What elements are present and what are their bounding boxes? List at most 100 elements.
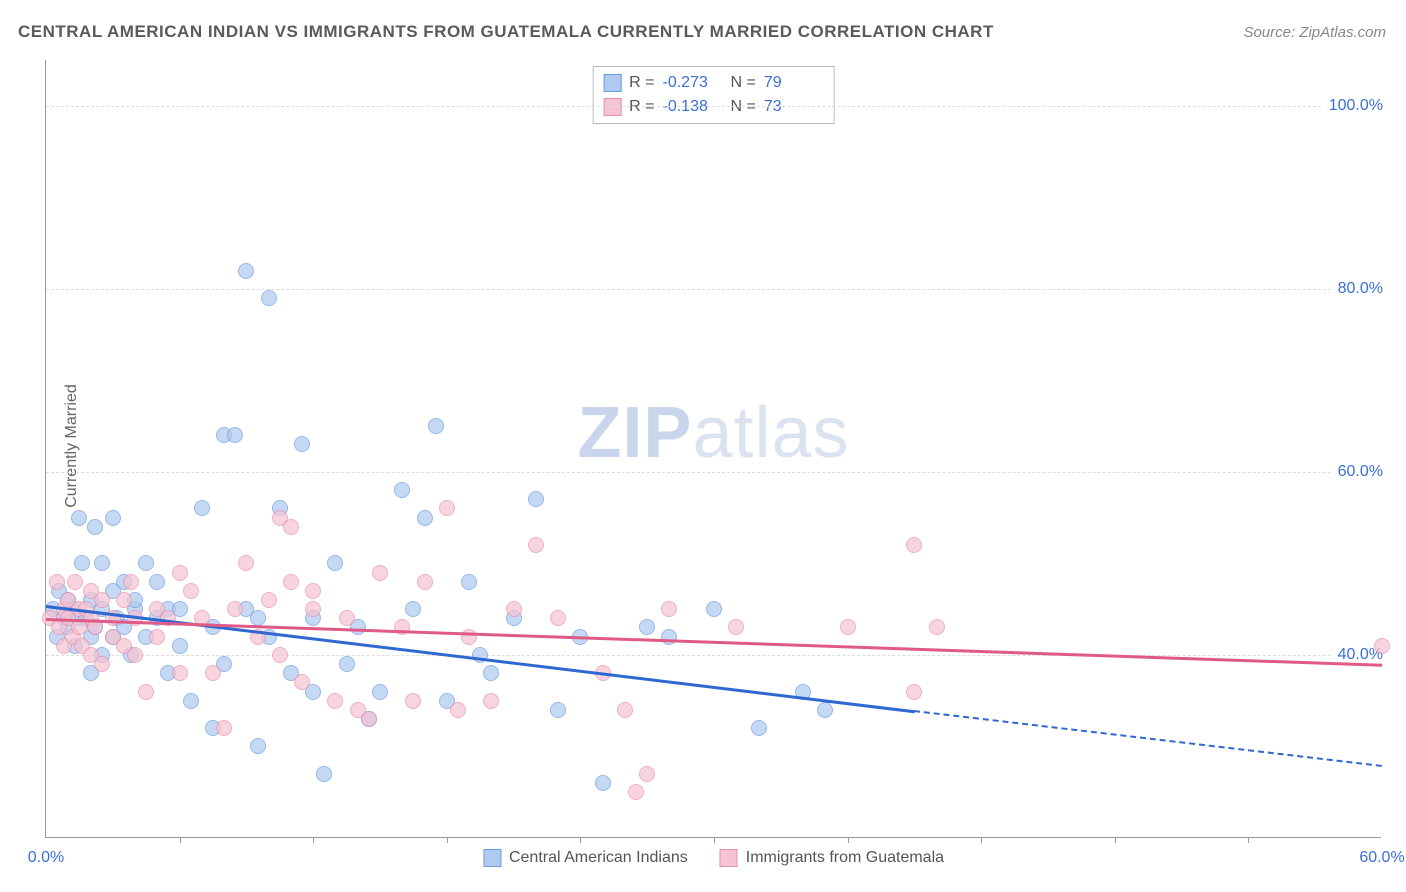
scatter-point-ifg — [906, 684, 922, 700]
gridline — [46, 289, 1381, 290]
trend-line — [46, 618, 1382, 666]
x-tick-mark — [714, 837, 715, 843]
scatter-point-cai — [105, 510, 121, 526]
scatter-point-ifg — [550, 610, 566, 626]
stat-r-value: -0.273 — [663, 74, 723, 92]
scatter-point-ifg — [116, 592, 132, 608]
scatter-point-ifg — [149, 629, 165, 645]
stat-r-value: -0.138 — [663, 98, 723, 116]
scatter-point-ifg — [639, 766, 655, 782]
scatter-point-ifg — [227, 601, 243, 617]
scatter-point-ifg — [840, 619, 856, 635]
legend-item-ifg: Immigrants from Guatemala — [720, 849, 944, 867]
scatter-point-ifg — [483, 693, 499, 709]
scatter-point-ifg — [305, 583, 321, 599]
scatter-point-ifg — [628, 784, 644, 800]
x-tick-label: 60.0% — [1359, 849, 1404, 867]
trend-line — [46, 605, 915, 713]
scatter-point-cai — [417, 510, 433, 526]
scatter-point-cai — [94, 555, 110, 571]
scatter-point-ifg — [929, 619, 945, 635]
scatter-point-cai — [327, 555, 343, 571]
scatter-point-cai — [138, 555, 154, 571]
scatter-point-cai — [316, 766, 332, 782]
scatter-point-ifg — [305, 601, 321, 617]
scatter-point-ifg — [450, 702, 466, 718]
legend-label: Central American Indians — [509, 849, 688, 867]
plot-area: ZIPatlas R =-0.273N =79R =-0.138N =73 Ce… — [45, 60, 1381, 838]
scatter-point-cai — [238, 263, 254, 279]
stat-r-label: R = — [629, 74, 654, 92]
scatter-point-cai — [227, 427, 243, 443]
stat-n-label: N = — [731, 74, 756, 92]
y-tick-label: 60.0% — [1332, 463, 1383, 481]
scatter-point-ifg — [67, 574, 83, 590]
scatter-point-ifg — [272, 647, 288, 663]
correlation-stats-box: R = -0.273 N = 79 R =-0.138N =73 — [592, 66, 835, 124]
scatter-point-ifg — [172, 665, 188, 681]
chart-title: CENTRAL AMERICAN INDIAN VS IMMIGRANTS FR… — [18, 22, 994, 42]
x-tick-mark — [180, 837, 181, 843]
scatter-point-ifg — [728, 619, 744, 635]
scatter-point-ifg — [661, 601, 677, 617]
scatter-point-cai — [394, 482, 410, 498]
scatter-point-ifg — [394, 619, 410, 635]
scatter-point-ifg — [283, 519, 299, 535]
swatch-icon — [603, 98, 621, 116]
scatter-point-ifg — [1374, 638, 1390, 654]
scatter-point-ifg — [94, 656, 110, 672]
watermark: ZIPatlas — [577, 392, 849, 474]
scatter-point-ifg — [361, 711, 377, 727]
scatter-point-cai — [528, 491, 544, 507]
scatter-point-cai — [428, 418, 444, 434]
stats-row-cai: R = -0.273 N = 79 — [603, 71, 824, 95]
gridline — [46, 472, 1381, 473]
scatter-point-ifg — [261, 592, 277, 608]
scatter-point-ifg — [405, 693, 421, 709]
scatter-point-ifg — [172, 565, 188, 581]
scatter-point-ifg — [216, 720, 232, 736]
stats-row-ifg: R =-0.138N =73 — [603, 95, 824, 119]
scatter-point-cai — [71, 510, 87, 526]
scatter-point-cai — [550, 702, 566, 718]
stat-n-value: 79 — [764, 74, 824, 92]
scatter-point-cai — [661, 629, 677, 645]
trend-line — [914, 710, 1382, 767]
scatter-point-cai — [172, 638, 188, 654]
swatch-icon — [603, 74, 621, 92]
gridline — [46, 106, 1381, 107]
scatter-point-cai — [817, 702, 833, 718]
x-tick-mark — [447, 837, 448, 843]
scatter-point-ifg — [94, 592, 110, 608]
scatter-point-ifg — [283, 574, 299, 590]
scatter-point-cai — [261, 290, 277, 306]
scatter-point-ifg — [506, 601, 522, 617]
x-tick-label: 0.0% — [28, 849, 64, 867]
x-tick-mark — [1248, 837, 1249, 843]
scatter-point-cai — [595, 775, 611, 791]
scatter-point-ifg — [327, 693, 343, 709]
scatter-point-cai — [183, 693, 199, 709]
scatter-point-ifg — [339, 610, 355, 626]
scatter-point-ifg — [417, 574, 433, 590]
scatter-point-ifg — [138, 684, 154, 700]
scatter-point-cai — [405, 601, 421, 617]
chart-container: CENTRAL AMERICAN INDIAN VS IMMIGRANTS FR… — [0, 0, 1406, 892]
watermark-light: atlas — [692, 393, 849, 473]
scatter-point-ifg — [617, 702, 633, 718]
y-tick-label: 80.0% — [1332, 280, 1383, 298]
scatter-point-ifg — [906, 537, 922, 553]
scatter-point-ifg — [205, 665, 221, 681]
scatter-point-ifg — [528, 537, 544, 553]
scatter-point-ifg — [127, 647, 143, 663]
x-tick-mark — [580, 837, 581, 843]
scatter-point-ifg — [183, 583, 199, 599]
stat-n-value: 73 — [764, 98, 824, 116]
scatter-point-cai — [194, 500, 210, 516]
x-tick-mark — [981, 837, 982, 843]
scatter-point-ifg — [372, 565, 388, 581]
gridline — [46, 655, 1381, 656]
x-tick-mark — [848, 837, 849, 843]
scatter-point-cai — [639, 619, 655, 635]
scatter-point-cai — [74, 555, 90, 571]
